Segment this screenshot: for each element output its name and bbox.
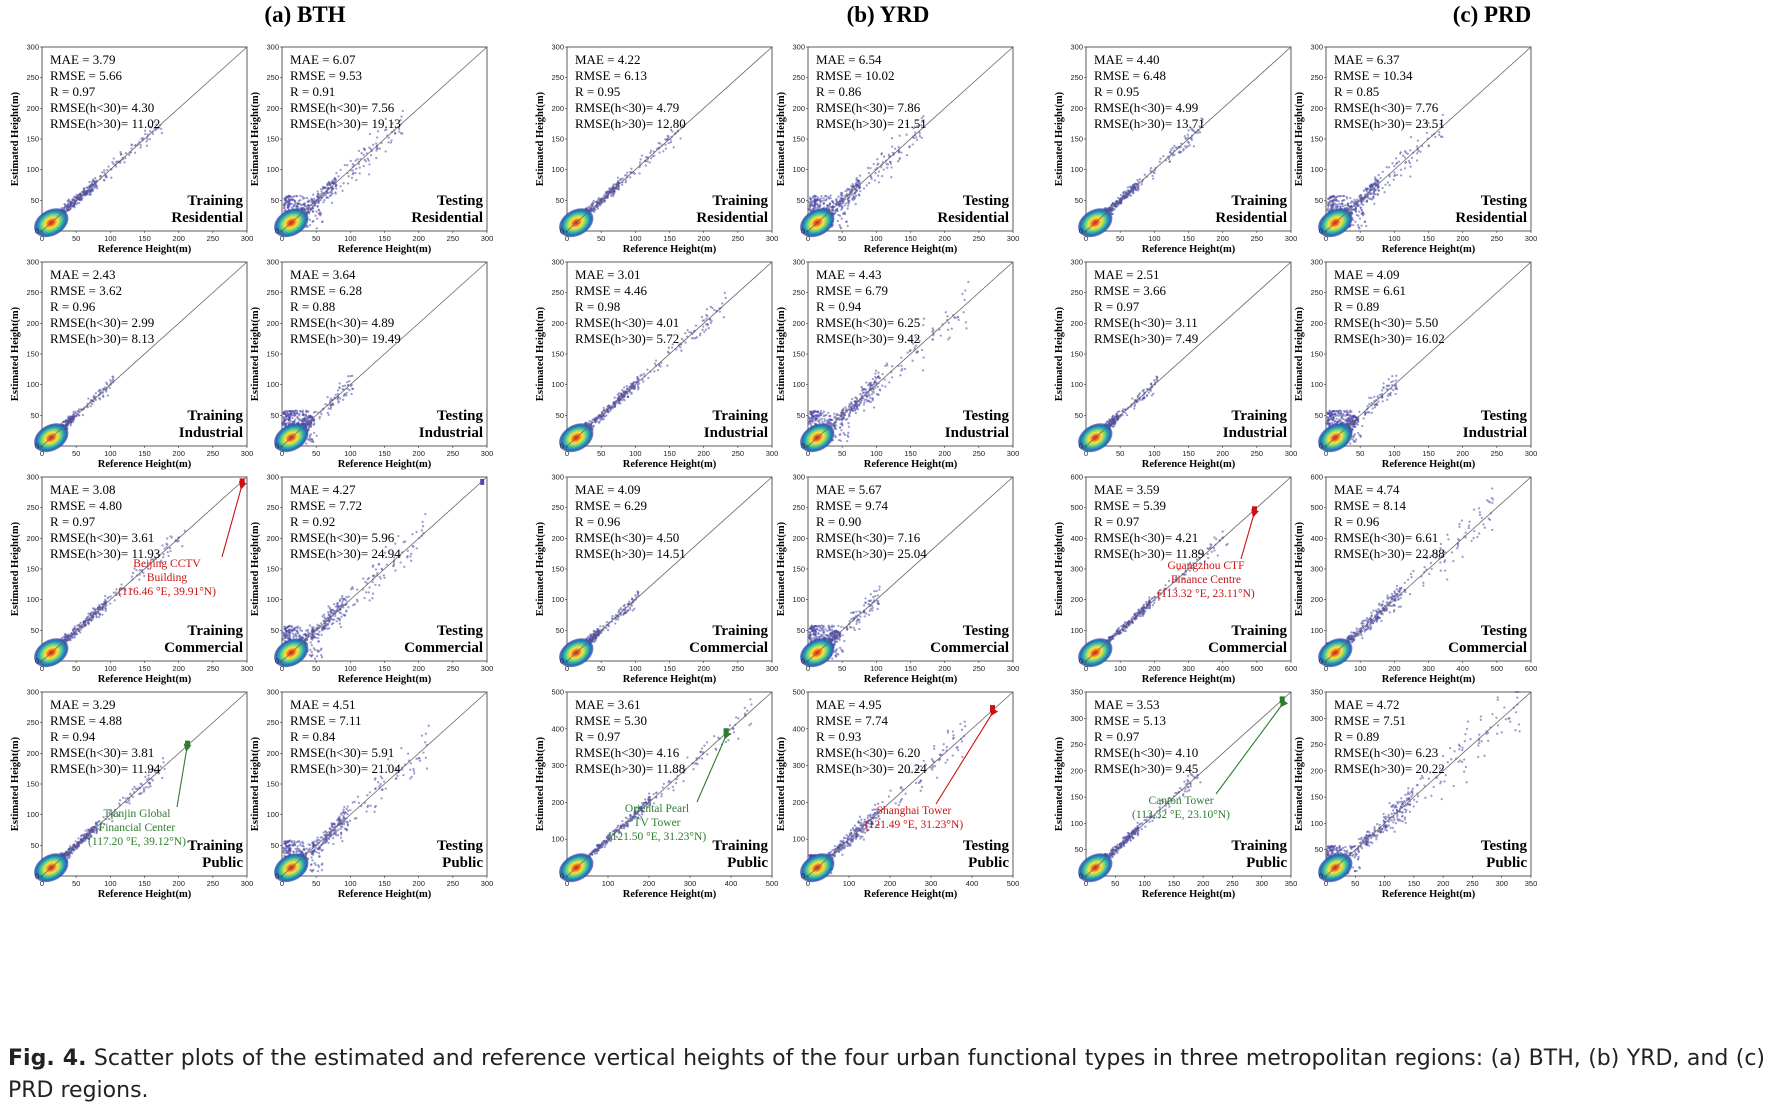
metric-r: R = 0.97: [50, 84, 96, 99]
scatter-point: [68, 209, 70, 211]
x-tick-label: 300: [241, 234, 254, 243]
metric-mae: MAE = 3.79: [50, 52, 115, 67]
scatter-point: [134, 152, 136, 154]
scatter-point: [80, 199, 82, 201]
scatter-point: [101, 171, 103, 173]
x-tick-label: 50: [72, 234, 80, 243]
scatter-point: [402, 110, 404, 112]
region-title-bth: (a) BTH: [264, 2, 345, 27]
scatter-point: [67, 203, 69, 205]
scatter-point: [152, 133, 154, 135]
scatter-point: [128, 154, 130, 156]
scatter-point: [83, 187, 85, 189]
scatter-point: [113, 157, 115, 159]
scatter-point: [61, 207, 63, 209]
y-tick-label: 150: [26, 135, 39, 144]
scatter-point: [78, 202, 80, 204]
y-tick-label: 0: [35, 227, 39, 236]
scatter-point: [73, 206, 75, 208]
scatter-panel-bth-testing-residential: 005050100100150150200200250250300300Refe…: [250, 43, 493, 256]
set-label: Training: [187, 193, 243, 209]
metric-rmse-h-30-: RMSE(h<30)= 4.30: [50, 100, 154, 115]
x-tick-label: 100: [104, 234, 117, 243]
scatter-point: [107, 165, 109, 167]
scatter-point: [339, 185, 341, 187]
scatter-point: [145, 140, 147, 142]
scatter-point: [70, 206, 72, 208]
scatter-point: [146, 138, 148, 140]
scatter-point: [131, 144, 133, 146]
scatter-figure: (a) BTH (b) YRD (c) PRD 00 50 50 100 100 150 1…: [0, 0, 1775, 1117]
scatter-point: [99, 175, 101, 177]
scatter-point: [82, 191, 84, 193]
scatter-point: [125, 152, 127, 154]
scatter-point: [89, 193, 91, 195]
y-tick-label: 100: [26, 165, 39, 174]
scatter-point: [146, 145, 148, 147]
panel-grid: 00 50 50 100 100 150 150 200 200 250 250 300 300 Refe…: [10, 43, 1537, 901]
scatter-point: [161, 132, 163, 134]
scatter-point: [88, 181, 90, 183]
scatter-point: [368, 173, 370, 175]
y-tick-label: 50: [31, 196, 39, 205]
scatter-point: [68, 200, 70, 202]
metric-rmse: RMSE = 5.66: [50, 68, 122, 83]
scatter-point: [368, 163, 370, 165]
scatter-point: [91, 181, 93, 183]
x-tick-label: 200: [172, 234, 185, 243]
x-axis-label: Reference Height(m): [98, 244, 192, 255]
scatter-point: [91, 187, 93, 189]
y-axis-label: Estimated Height(m): [10, 91, 21, 186]
scatter-point: [94, 177, 96, 179]
y-tick-label: 250: [26, 73, 39, 82]
scatter-point: [89, 184, 91, 186]
scatter-point: [96, 187, 98, 189]
scatter-point: [71, 198, 73, 200]
scatter-point: [85, 187, 87, 189]
scatter-point: [149, 138, 151, 140]
scatter-point: [352, 169, 354, 171]
y-tick-label: 300: [26, 43, 39, 52]
scatter-point: [139, 146, 141, 148]
scatter-point: [106, 169, 108, 171]
scatter-point: [119, 151, 121, 153]
scatter-point: [103, 179, 105, 181]
x-tick-label: 0: [40, 234, 44, 243]
scatter-point: [110, 177, 112, 179]
x-tick-label: 250: [207, 234, 220, 243]
scatter-point: [130, 147, 132, 149]
metric-rmse-h-30-: RMSE(h>30)= 11.02: [50, 116, 160, 131]
scatter-point: [160, 128, 162, 130]
scatter-point: [103, 169, 105, 171]
region-title-yrd: (b) YRD: [847, 2, 930, 27]
scatter-point: [90, 191, 92, 193]
category-label: Residential: [171, 210, 243, 226]
scatter-point: [92, 179, 94, 181]
scatter-point: [351, 177, 353, 179]
scatter-point: [144, 133, 146, 135]
x-tick-label: 150: [138, 234, 151, 243]
scatter-point: [123, 161, 125, 163]
scatter-panel-bth-training-residential: 00 50 50 100 100 150 150 200 200 250 250 300 300 Refe…: [10, 43, 253, 256]
scatter-point: [96, 185, 98, 187]
region-title-prd: (c) PRD: [1453, 2, 1532, 27]
scatter-point: [63, 207, 65, 209]
scatter-point: [140, 144, 142, 146]
scatter-point: [335, 179, 337, 181]
scatter-point: [105, 176, 107, 178]
scatter-point: [76, 202, 78, 204]
scatter-point: [103, 172, 105, 174]
scatter-point: [360, 152, 362, 154]
y-tick-label: 200: [26, 104, 39, 113]
scatter-point: [115, 161, 117, 163]
scatter-point: [111, 161, 113, 163]
